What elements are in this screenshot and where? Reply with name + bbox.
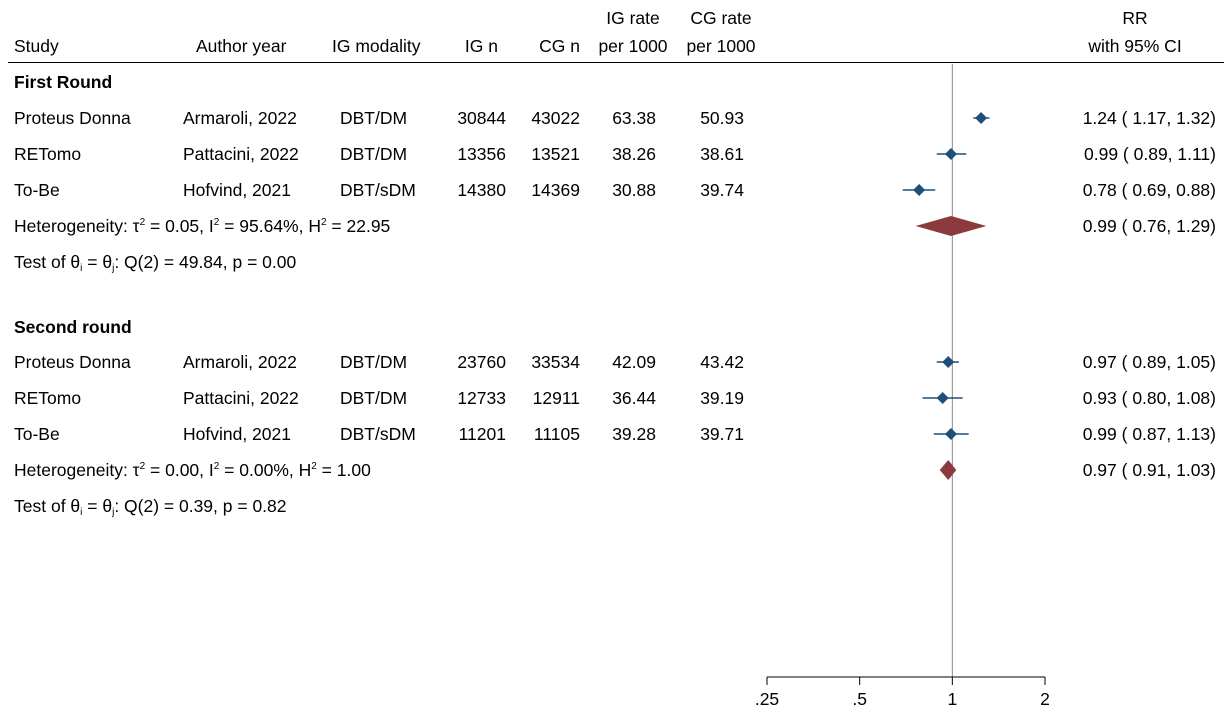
ig-n: 12733 — [457, 388, 506, 408]
ig-rate: 63.38 — [612, 108, 656, 128]
homogeneity-test: Test of θi = θj: Q(2) = 0.39, p = 0.82 — [14, 496, 287, 518]
cg-n: 13521 — [531, 144, 580, 164]
study-name: RETomo — [14, 144, 82, 164]
cg-rate: 43.42 — [700, 352, 744, 372]
group-label-first-round: First Round — [14, 72, 113, 92]
ig-n: 30844 — [457, 108, 506, 128]
pooled-ci-text: 0.97 ( 0.91, 1.03) — [1082, 460, 1216, 480]
study-point-marker — [936, 392, 949, 404]
cg-n: 11105 — [533, 424, 580, 444]
header-ig-n: IG n — [464, 36, 498, 56]
cg-n: 33534 — [531, 352, 580, 372]
ig-rate: 30.88 — [612, 180, 656, 200]
header-study: Study — [14, 36, 59, 56]
author-year: Pattacini, 2022 — [183, 144, 299, 164]
ig-rate: 36.44 — [612, 388, 656, 408]
header-ig-modality: IG modality — [332, 36, 421, 56]
homogeneity-test: Test of θi = θj: Q(2) = 49.84, p = 0.00 — [14, 252, 297, 274]
group-label-second-round: Second round — [14, 317, 132, 337]
x-tick-label: .25 — [755, 689, 779, 709]
rr-ci-text: 1.24 ( 1.17, 1.32) — [1082, 108, 1216, 128]
cg-n: 43022 — [531, 108, 580, 128]
header-ig-rate-line2: per 1000 — [598, 36, 668, 56]
header-cg-rate-line1: CG rate — [690, 8, 752, 28]
ig-rate: 42.09 — [612, 352, 656, 372]
author-year: Armaroli, 2022 — [183, 108, 297, 128]
study-point-marker — [975, 112, 988, 124]
author-year: Hofvind, 2021 — [183, 180, 291, 200]
ig-modality: DBT/sDM — [340, 180, 416, 200]
rr-ci-text: 0.99 ( 0.87, 1.13) — [1082, 424, 1216, 444]
study-name: To-Be — [14, 180, 60, 200]
cg-rate: 39.19 — [700, 388, 744, 408]
cg-rate: 39.74 — [700, 180, 744, 200]
heterogeneity-stats: Heterogeneity: τ2 = 0.05, I2 = 95.64%, H… — [14, 216, 391, 236]
header-rr-line1: RR — [1122, 8, 1148, 28]
ig-modality: DBT/DM — [340, 108, 408, 128]
ig-modality: DBT/DM — [340, 388, 408, 408]
x-tick-label: 1 — [947, 689, 957, 709]
ig-n: 23760 — [457, 352, 506, 372]
header-cg-rate-line2: per 1000 — [686, 36, 756, 56]
ig-rate: 39.28 — [612, 424, 656, 444]
cg-rate: 38.61 — [700, 144, 744, 164]
rr-ci-text: 0.97 ( 0.89, 1.05) — [1082, 352, 1216, 372]
header-rr-line2: with 95% CI — [1088, 36, 1182, 56]
study-point-marker — [944, 428, 957, 440]
header-cg-n: CG n — [539, 36, 580, 56]
header-rule — [8, 62, 1224, 63]
rr-ci-text: 0.99 ( 0.89, 1.11) — [1084, 144, 1216, 164]
author-year: Hofvind, 2021 — [183, 424, 291, 444]
header-author-year: Author year — [196, 36, 287, 56]
ig-rate: 38.26 — [612, 144, 656, 164]
cg-rate: 50.93 — [700, 108, 744, 128]
study-point-marker — [944, 148, 957, 160]
study-name: Proteus Donna — [14, 108, 131, 128]
ig-modality: DBT/DM — [340, 352, 408, 372]
pooled-ci-text: 0.99 ( 0.76, 1.29) — [1082, 216, 1216, 236]
author-year: Armaroli, 2022 — [183, 352, 297, 372]
header-ig-rate-line1: IG rate — [606, 8, 660, 28]
ig-n: 14380 — [457, 180, 506, 200]
x-tick-label: .5 — [852, 689, 867, 709]
cg-n: 12911 — [532, 388, 580, 408]
study-point-marker — [942, 356, 955, 368]
x-tick-label: 2 — [1040, 689, 1050, 709]
ig-modality: DBT/DM — [340, 144, 408, 164]
rr-ci-text: 0.78 ( 0.69, 0.88) — [1082, 180, 1216, 200]
heterogeneity-stats: Heterogeneity: τ2 = 0.00, I2 = 0.00%, H2… — [14, 460, 371, 480]
cg-rate: 39.71 — [700, 424, 744, 444]
author-year: Pattacini, 2022 — [183, 388, 299, 408]
ig-n: 11201 — [458, 424, 506, 444]
study-name: To-Be — [14, 424, 60, 444]
pooled-diamond — [915, 216, 987, 236]
pooled-diamond — [939, 460, 957, 480]
study-point-marker — [913, 184, 926, 196]
ig-n: 13356 — [457, 144, 506, 164]
cg-n: 14369 — [531, 180, 580, 200]
rr-ci-text: 0.93 ( 0.80, 1.08) — [1082, 388, 1216, 408]
ig-modality: DBT/sDM — [340, 424, 416, 444]
study-name: Proteus Donna — [14, 352, 131, 372]
study-name: RETomo — [14, 388, 82, 408]
